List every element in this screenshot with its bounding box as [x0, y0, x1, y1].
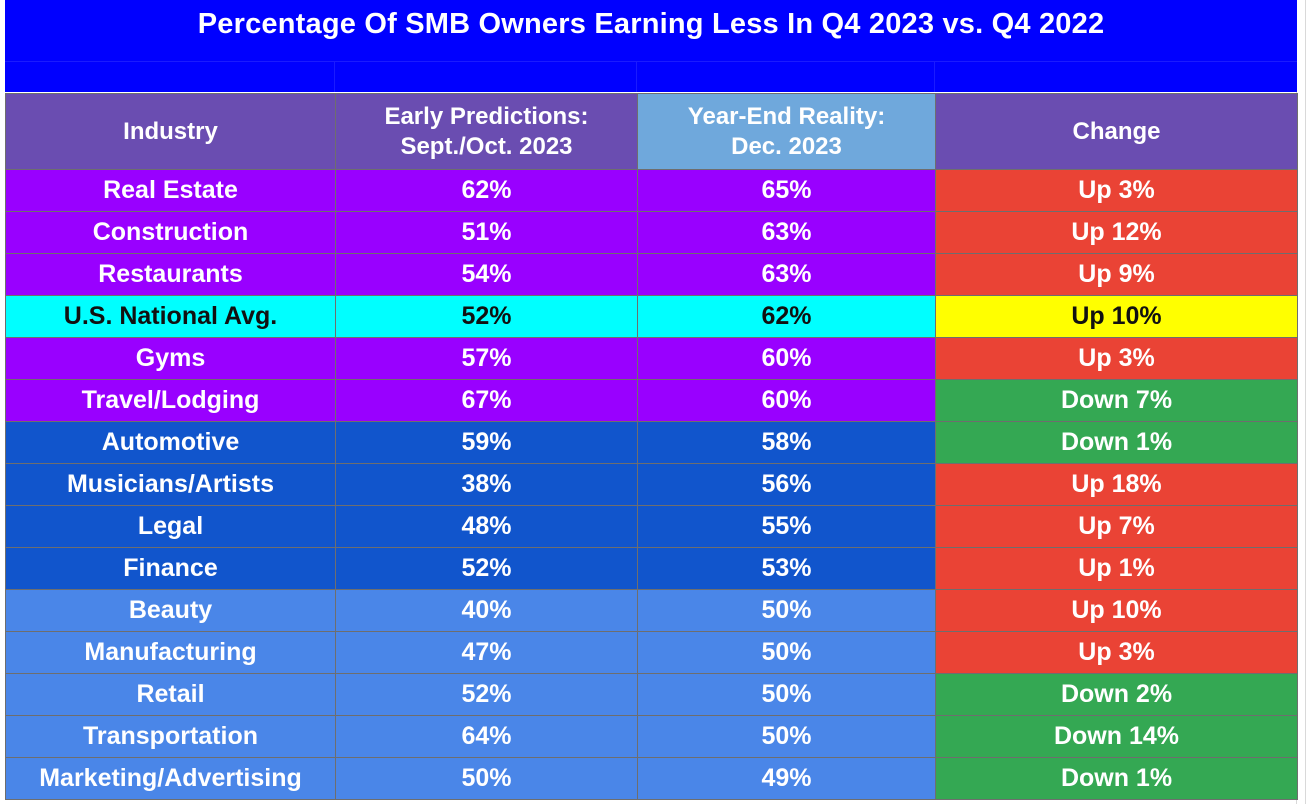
cell-early-prediction[interactable]: 64% — [335, 715, 638, 758]
table-row: Beauty 40% 50% Up 10% — [5, 589, 1298, 632]
cell-year-end-reality[interactable]: 60% — [637, 337, 936, 380]
header-row: Industry Early Predictions: Sept./Oct. 2… — [5, 93, 1298, 170]
cell-year-end-reality[interactable]: 50% — [637, 673, 936, 716]
cell-industry[interactable]: U.S. National Avg. — [5, 295, 336, 338]
cell-year-end-reality[interactable]: 63% — [637, 211, 936, 254]
banner-gridline — [636, 61, 637, 92]
header-change-label: Change — [1072, 117, 1161, 145]
cell-change[interactable]: Up 10% — [935, 295, 1298, 338]
cell-industry[interactable]: Musicians/Artists — [5, 463, 336, 506]
cell-industry[interactable]: Gyms — [5, 337, 336, 380]
cell-industry[interactable]: Transportation — [5, 715, 336, 758]
cell-year-end-reality[interactable]: 63% — [637, 253, 936, 296]
header-industry[interactable]: Industry — [5, 93, 336, 170]
cell-change[interactable]: Up 3% — [935, 631, 1298, 674]
cell-early-prediction[interactable]: 52% — [335, 547, 638, 590]
table-row: Travel/Lodging 67% 60% Down 7% — [5, 379, 1298, 422]
cell-change[interactable]: Up 7% — [935, 505, 1298, 548]
table-row: Restaurants 54% 63% Up 9% — [5, 253, 1298, 296]
cell-year-end-reality[interactable]: 65% — [637, 169, 936, 212]
cell-year-end-reality[interactable]: 60% — [637, 379, 936, 422]
cell-year-end-reality[interactable]: 49% — [637, 757, 936, 800]
cell-change[interactable]: Down 1% — [935, 757, 1298, 800]
table-row: Musicians/Artists 38% 56% Up 18% — [5, 463, 1298, 506]
cell-change[interactable]: Up 18% — [935, 463, 1298, 506]
table-row: U.S. National Avg. 52% 62% Up 10% — [5, 295, 1298, 338]
cell-change[interactable]: Down 7% — [935, 379, 1298, 422]
header-early-line2: Sept./Oct. 2023 — [400, 132, 573, 160]
industry-earnings-table: Industry Early Predictions: Sept./Oct. 2… — [5, 93, 1298, 800]
cell-early-prediction[interactable]: 48% — [335, 505, 638, 548]
table-row: Marketing/Advertising 50% 49% Down 1% — [5, 757, 1298, 800]
cell-early-prediction[interactable]: 38% — [335, 463, 638, 506]
table-row: Manufacturing 47% 50% Up 3% — [5, 631, 1298, 674]
table-row: Real Estate 62% 65% Up 3% — [5, 169, 1298, 212]
cell-year-end-reality[interactable]: 58% — [637, 421, 936, 464]
cell-year-end-reality[interactable]: 50% — [637, 715, 936, 758]
banner-gridline — [334, 61, 335, 92]
cell-industry[interactable]: Legal — [5, 505, 336, 548]
cell-year-end-reality[interactable]: 50% — [637, 589, 936, 632]
cell-year-end-reality[interactable]: 56% — [637, 463, 936, 506]
cell-early-prediction[interactable]: 52% — [335, 295, 638, 338]
header-reality-line1: Year-End Reality: — [687, 102, 886, 130]
header-early-line1: Early Predictions: — [384, 102, 589, 130]
cell-industry[interactable]: Manufacturing — [5, 631, 336, 674]
cell-early-prediction[interactable]: 50% — [335, 757, 638, 800]
cell-change[interactable]: Up 1% — [935, 547, 1298, 590]
cell-early-prediction[interactable]: 67% — [335, 379, 638, 422]
cell-industry[interactable]: Retail — [5, 673, 336, 716]
cell-change[interactable]: Down 2% — [935, 673, 1298, 716]
table-body: Real Estate 62% 65% Up 3% Construction 51% 63%… — [5, 169, 1298, 800]
cell-early-prediction[interactable]: 51% — [335, 211, 638, 254]
cell-change[interactable]: Down 1% — [935, 421, 1298, 464]
cell-change[interactable]: Up 10% — [935, 589, 1298, 632]
cell-change[interactable]: Up 3% — [935, 337, 1298, 380]
cell-early-prediction[interactable]: 54% — [335, 253, 638, 296]
cell-change[interactable]: Down 14% — [935, 715, 1298, 758]
table-row: Automotive 59% 58% Down 1% — [5, 421, 1298, 464]
cell-year-end-reality[interactable]: 55% — [637, 505, 936, 548]
cell-industry[interactable]: Real Estate — [5, 169, 336, 212]
title-banner[interactable]: Percentage Of SMB Owners Earning Less In… — [5, 0, 1297, 92]
cell-early-prediction[interactable]: 40% — [335, 589, 638, 632]
header-reality-line2: Dec. 2023 — [731, 132, 842, 160]
cell-early-prediction[interactable]: 59% — [335, 421, 638, 464]
table-row: Construction 51% 63% Up 12% — [5, 211, 1298, 254]
header-industry-label: Industry — [123, 117, 218, 145]
banner-gridline — [5, 61, 1297, 62]
cell-change[interactable]: Up 12% — [935, 211, 1298, 254]
table-row: Gyms 57% 60% Up 3% — [5, 337, 1298, 380]
cell-industry[interactable]: Finance — [5, 547, 336, 590]
table-row: Transportation 64% 50% Down 14% — [5, 715, 1298, 758]
cell-industry[interactable]: Automotive — [5, 421, 336, 464]
cell-change[interactable]: Up 9% — [935, 253, 1298, 296]
cell-industry[interactable]: Beauty — [5, 589, 336, 632]
cell-year-end-reality[interactable]: 62% — [637, 295, 936, 338]
table-row: Finance 52% 53% Up 1% — [5, 547, 1298, 590]
cell-early-prediction[interactable]: 47% — [335, 631, 638, 674]
cell-early-prediction[interactable]: 52% — [335, 673, 638, 716]
cell-change[interactable]: Up 3% — [935, 169, 1298, 212]
header-change[interactable]: Change — [935, 93, 1298, 170]
cell-industry[interactable]: Travel/Lodging — [5, 379, 336, 422]
cell-year-end-reality[interactable]: 53% — [637, 547, 936, 590]
cell-industry[interactable]: Construction — [5, 211, 336, 254]
header-early-predictions[interactable]: Early Predictions: Sept./Oct. 2023 — [335, 93, 638, 170]
table-row: Retail 52% 50% Down 2% — [5, 673, 1298, 716]
cell-industry[interactable]: Marketing/Advertising — [5, 757, 336, 800]
table-title: Percentage Of SMB Owners Earning Less In… — [197, 8, 1105, 40]
cell-early-prediction[interactable]: 62% — [335, 169, 638, 212]
table-row: Legal 48% 55% Up 7% — [5, 505, 1298, 548]
banner-gridline — [934, 61, 935, 92]
cell-industry[interactable]: Restaurants — [5, 253, 336, 296]
header-year-end-reality[interactable]: Year-End Reality: Dec. 2023 — [637, 93, 936, 170]
cell-year-end-reality[interactable]: 50% — [637, 631, 936, 674]
cell-early-prediction[interactable]: 57% — [335, 337, 638, 380]
